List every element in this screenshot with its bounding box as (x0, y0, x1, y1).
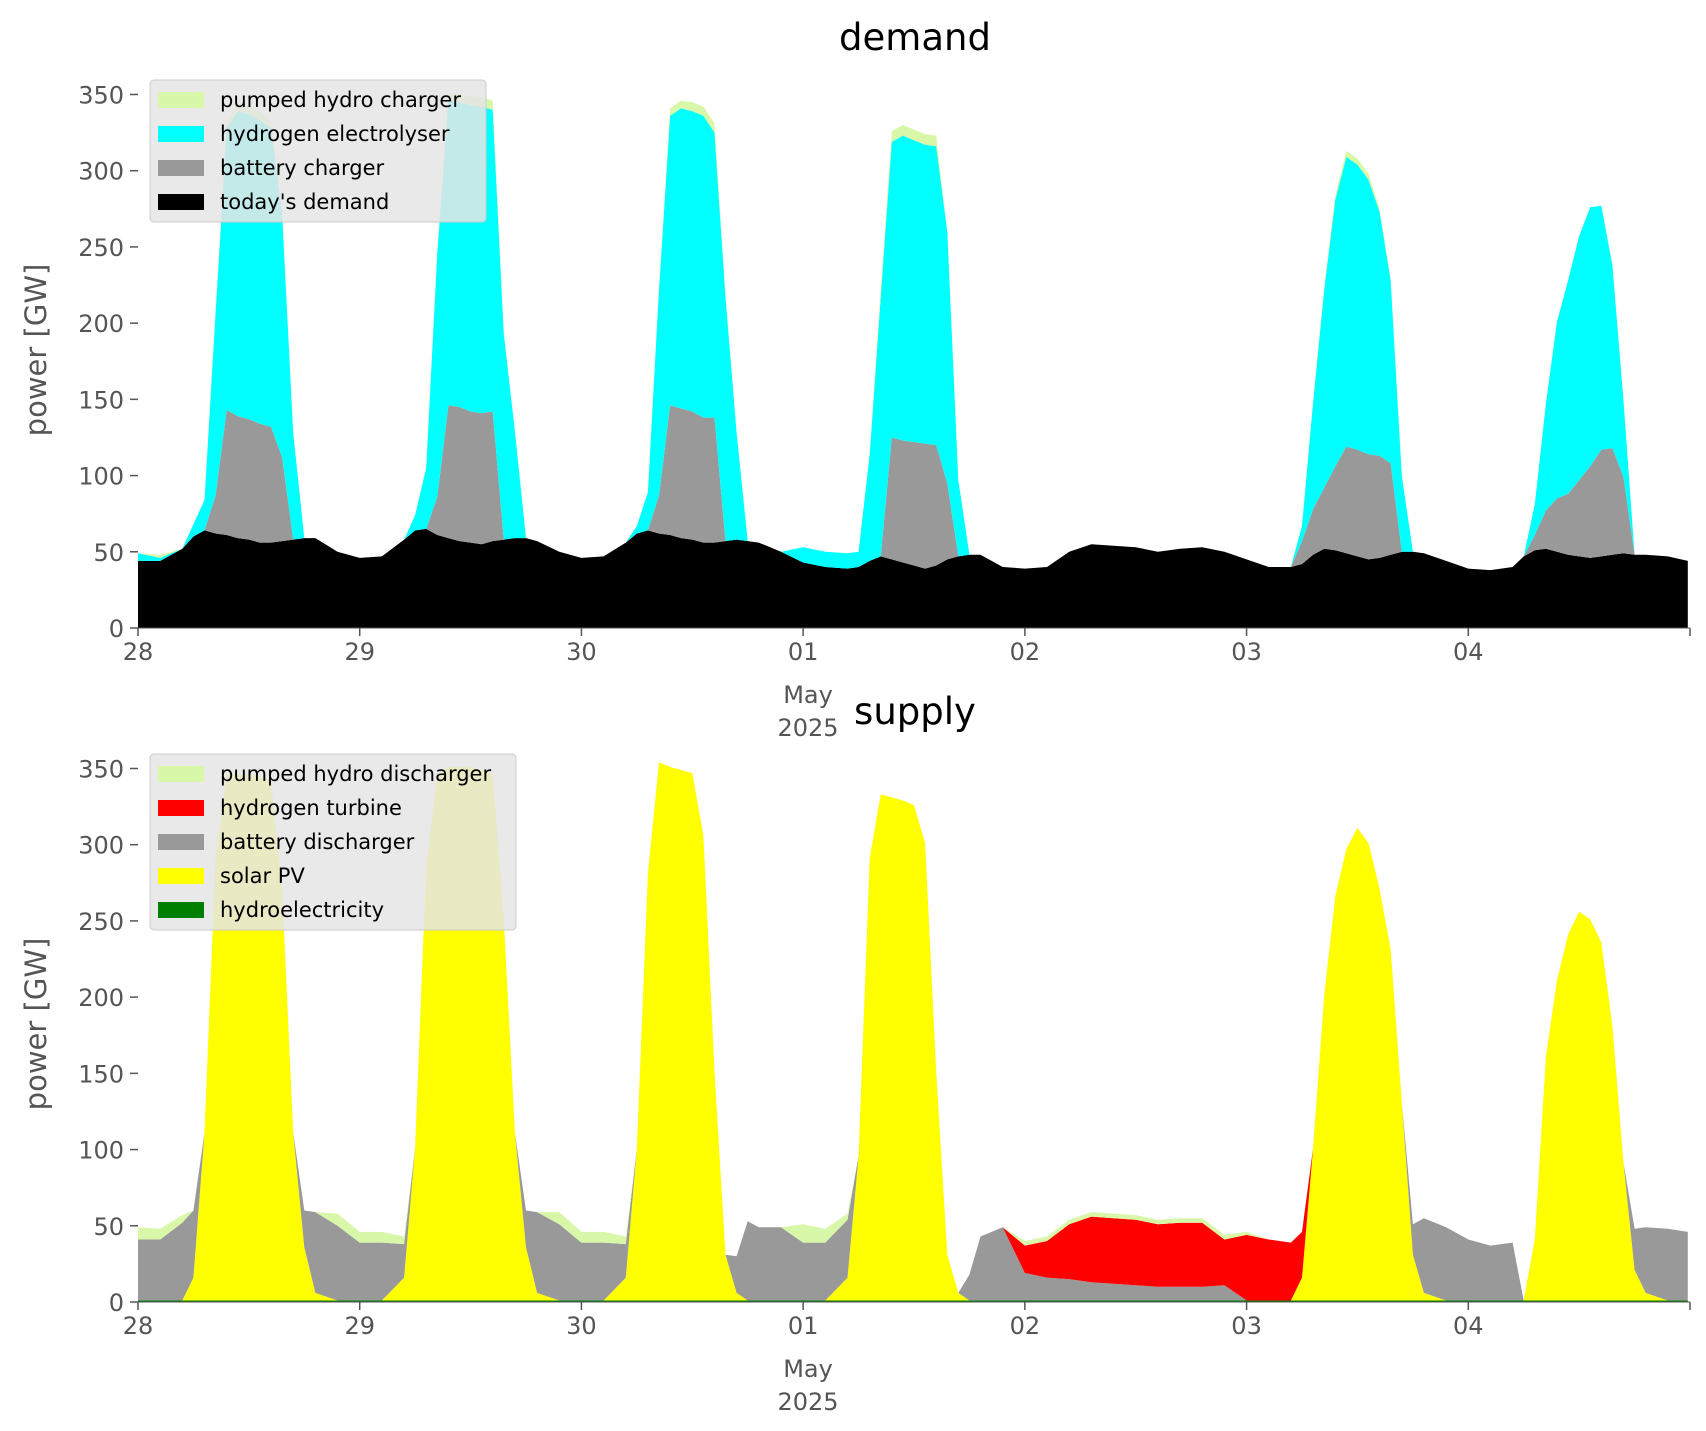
supply-axes: 0 50 100 150 200 250 300 350 28 29 30 01 02 03 04 (78, 755, 1691, 1340)
supply-x-tick-label: 29 (344, 1312, 375, 1340)
supply-legend-label-battery-discharger: battery discharger (220, 830, 415, 854)
demand-area-today-s-demand (138, 528, 1688, 628)
demand-month-label: May (783, 681, 833, 709)
demand-year-label: 2025 (777, 714, 838, 742)
supply-y-tick-label: 150 (78, 1060, 124, 1088)
supply-legend: pumped hydro discharger hydrogen turbine b… (149, 753, 517, 931)
supply-y-tick-label: 200 (78, 984, 124, 1012)
supply-x-tick-label: 28 (123, 1312, 154, 1340)
supply-y-tick-label: 300 (78, 832, 124, 860)
demand-x-tick-label: 30 (566, 638, 597, 666)
demand-axes: 0 50 100 150 200 250 300 350 28 29 30 01 02 03 04 (78, 81, 1691, 666)
supply-legend-label-pumped-hydro-discharger: pumped hydro discharger (220, 762, 491, 786)
demand-legend-swatch-pumped-hydro-charger (158, 92, 204, 108)
supply-x-tick-label: 30 (566, 1312, 597, 1340)
supply-y-tick-label: 250 (78, 908, 124, 936)
supply-legend-label-solar-pv: solar PV (220, 864, 305, 888)
supply-legend-swatch-pumped-hydro-discharger (158, 766, 204, 782)
supply-x-tick-label: 04 (1453, 1312, 1484, 1340)
demand-x-tick-label: 28 (123, 638, 154, 666)
demand-x-tick-label: 02 (1010, 638, 1041, 666)
supply-title: supply (854, 690, 976, 733)
demand-x-tick-label: 03 (1231, 638, 1262, 666)
supply-area-solar-pv (138, 762, 1688, 1301)
supply-year-label: 2025 (777, 1388, 838, 1416)
demand-y-tick-label: 100 (78, 463, 124, 491)
demand-legend-label-pumped-hydro-charger: pumped hydro charger (220, 88, 461, 112)
supply-x-tick-label: 03 (1231, 1312, 1262, 1340)
demand-ylabel: power [GW] (19, 264, 53, 437)
demand-legend-label-today-s-demand: today's demand (220, 190, 389, 214)
demand-y-tick-label: 350 (78, 81, 124, 109)
supply-legend-swatch-hydroelectricity (158, 902, 204, 918)
demand-x-tick-label: 01 (788, 638, 819, 666)
supply-month-label: May (783, 1355, 833, 1383)
supply-panel: supply power [GW] 0 50 100 150 200 250 300 350 2… (19, 690, 1691, 1416)
supply-legend-box (149, 753, 517, 931)
demand-y-tick-label: 50 (93, 539, 124, 567)
supply-y-tick-label: 100 (78, 1137, 124, 1165)
demand-areas (138, 93, 1688, 628)
demand-y-tick-label: 250 (78, 234, 124, 262)
demand-panel: demand power [GW] 0 50 100 150 200 250 300 350 2… (19, 16, 1691, 742)
supply-ylabel: power [GW] (19, 938, 53, 1111)
demand-area-hydrogen-electrolyser (138, 100, 1688, 571)
demand-y-tick-label: 300 (78, 158, 124, 186)
demand-legend-swatch-battery-charger (158, 160, 204, 176)
demand-y-tick-label: 150 (78, 386, 124, 414)
demand-legend-label-battery-charger: battery charger (220, 156, 385, 180)
demand-legend-swatch-hydrogen-electrolyser (158, 126, 204, 142)
demand-title: demand (839, 16, 991, 59)
demand-x-tick-label: 29 (344, 638, 375, 666)
supply-legend-label-hydroelectricity: hydroelectricity (220, 898, 384, 922)
supply-legend-swatch-solar-pv (158, 868, 204, 884)
demand-legend: pumped hydro charger hydrogen electrolyse… (149, 79, 487, 223)
demand-y-tick-label: 0 (109, 615, 124, 643)
demand-legend-box (149, 79, 487, 223)
demand-area-battery-charger (138, 405, 1688, 571)
supply-y-tick-label: 50 (93, 1213, 124, 1241)
supply-x-tick-label: 02 (1010, 1312, 1041, 1340)
supply-legend-swatch-battery-discharger (158, 834, 204, 850)
supply-x-tick-label: 01 (788, 1312, 819, 1340)
supply-legend-swatch-hydrogen-turbine (158, 800, 204, 816)
demand-legend-label-hydrogen-electrolyser: hydrogen electrolyser (220, 122, 450, 146)
demand-y-tick-label: 200 (78, 310, 124, 338)
supply-y-tick-label: 0 (109, 1289, 124, 1317)
supply-legend-label-hydrogen-turbine: hydrogen turbine (220, 796, 402, 820)
demand-legend-swatch-today-s-demand (158, 194, 204, 210)
supply-y-tick-label: 350 (78, 755, 124, 783)
demand-x-tick-label: 04 (1453, 638, 1484, 666)
